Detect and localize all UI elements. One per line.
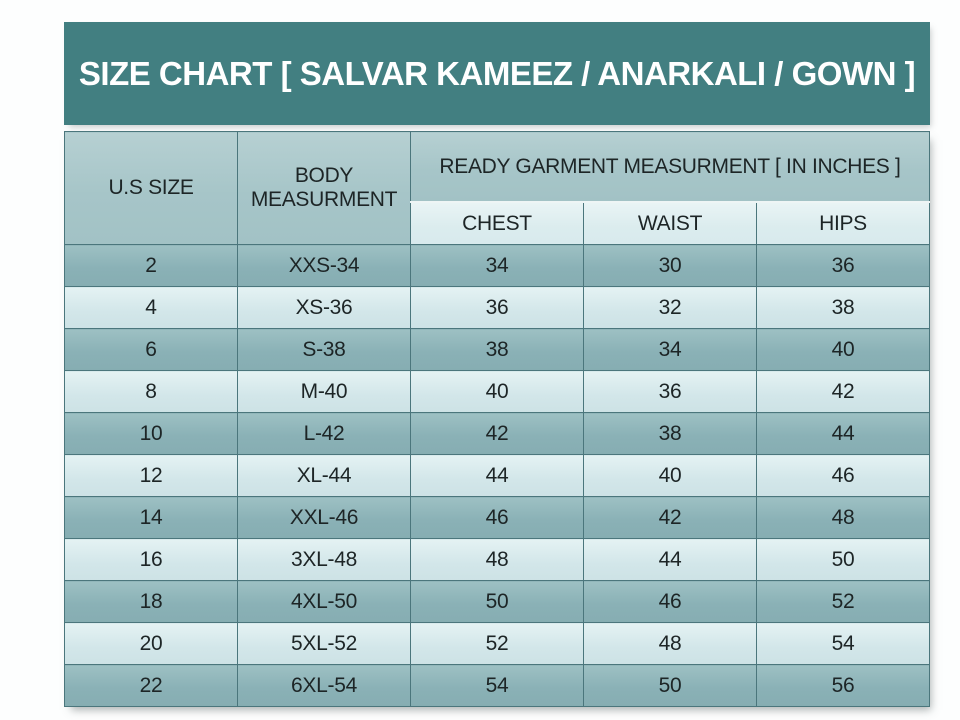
- page-title: SIZE CHART [ SALVAR KAMEEZ / ANARKALI / …: [78, 54, 916, 92]
- waist-cell: 36: [583, 370, 757, 413]
- table-row: 12 XL-44 44 40 46: [64, 454, 930, 497]
- body-size-cell: L-42: [237, 412, 411, 455]
- us-size-cell: 4: [64, 286, 238, 329]
- waist-cell: 48: [583, 622, 757, 665]
- waist-cell: 32: [583, 286, 757, 329]
- hips-cell: 40: [756, 328, 930, 371]
- header-body-measurment: BODY MEASURMENT: [237, 131, 411, 245]
- us-size-cell: 16: [64, 538, 238, 581]
- body-size-cell: 6XL-54: [237, 664, 411, 707]
- hips-cell: 52: [756, 580, 930, 623]
- chest-cell: 46: [410, 496, 584, 539]
- chest-cell: 40: [410, 370, 584, 413]
- waist-cell: 50: [583, 664, 757, 707]
- us-size-cell: 10: [64, 412, 238, 455]
- hips-cell: 48: [756, 496, 930, 539]
- header-row-sub: CHEST WAIST HIPS: [65, 201, 930, 245]
- hips-cell: 44: [756, 412, 930, 455]
- table-row: 16 3XL-48 48 44 50: [64, 538, 930, 581]
- body-size-cell: 4XL-50: [237, 580, 411, 623]
- chest-cell: 34: [410, 244, 584, 287]
- chest-cell: 54: [410, 664, 584, 707]
- header-ready-garment-group: READY GARMENT MEASURMENT [ IN INCHES ]: [410, 131, 930, 203]
- header-chest: CHEST: [410, 201, 584, 245]
- us-size-cell: 14: [64, 496, 238, 539]
- body-size-cell: S-38: [237, 328, 411, 371]
- waist-cell: 40: [583, 454, 757, 497]
- us-size-cell: 6: [64, 328, 238, 371]
- table-row: 20 5XL-52 52 48 54: [64, 622, 930, 665]
- table-body: 2 XXS-34 34 30 36 4 XS-36 36 32 38 6 S-3…: [64, 244, 930, 707]
- chest-cell: 42: [410, 412, 584, 455]
- body-size-cell: XS-36: [237, 286, 411, 329]
- hips-cell: 38: [756, 286, 930, 329]
- table-row: 14 XXL-46 46 42 48: [64, 496, 930, 539]
- us-size-cell: 20: [64, 622, 238, 665]
- header-row-group: U.S SIZE BODY MEASURMENT READY GARMENT M…: [64, 131, 930, 245]
- chest-cell: 48: [410, 538, 584, 581]
- table-row: 6 S-38 38 34 40: [64, 328, 930, 371]
- us-size-cell: 22: [64, 664, 238, 707]
- chest-cell: 36: [410, 286, 584, 329]
- us-size-cell: 18: [64, 580, 238, 623]
- body-size-cell: M-40: [237, 370, 411, 413]
- chest-cell: 50: [410, 580, 584, 623]
- hips-cell: 46: [756, 454, 930, 497]
- body-size-cell: 5XL-52: [237, 622, 411, 665]
- chest-cell: 38: [410, 328, 584, 371]
- body-size-cell: XXS-34: [237, 244, 411, 287]
- body-size-cell: 3XL-48: [237, 538, 411, 581]
- chest-cell: 52: [410, 622, 584, 665]
- header-hips: HIPS: [756, 201, 930, 245]
- waist-cell: 34: [583, 328, 757, 371]
- waist-cell: 42: [583, 496, 757, 539]
- table-row: 10 L-42 42 38 44: [64, 412, 930, 455]
- table-row: 22 6XL-54 54 50 56: [64, 664, 930, 707]
- hips-cell: 42: [756, 370, 930, 413]
- header-waist: WAIST: [583, 201, 757, 245]
- us-size-cell: 2: [64, 244, 238, 287]
- hips-cell: 36: [756, 244, 930, 287]
- size-chart-table: U.S SIZE BODY MEASURMENT READY GARMENT M…: [64, 131, 930, 707]
- waist-cell: 38: [583, 412, 757, 455]
- title-bar: SIZE CHART [ SALVAR KAMEEZ / ANARKALI / …: [64, 22, 930, 125]
- us-size-cell: 12: [64, 454, 238, 497]
- chest-cell: 44: [410, 454, 584, 497]
- table-row: 4 XS-36 36 32 38: [64, 286, 930, 329]
- header-us-size: U.S SIZE: [64, 131, 238, 245]
- waist-cell: 46: [583, 580, 757, 623]
- waist-cell: 30: [583, 244, 757, 287]
- hips-cell: 56: [756, 664, 930, 707]
- table-row: 18 4XL-50 50 46 52: [64, 580, 930, 623]
- waist-cell: 44: [583, 538, 757, 581]
- table-row: 2 XXS-34 34 30 36: [64, 244, 930, 287]
- body-size-cell: XXL-46: [237, 496, 411, 539]
- table-header: U.S SIZE BODY MEASURMENT READY GARMENT M…: [64, 131, 930, 245]
- us-size-cell: 8: [64, 370, 238, 413]
- hips-cell: 54: [756, 622, 930, 665]
- hips-cell: 50: [756, 538, 930, 581]
- table-row: 8 M-40 40 36 42: [64, 370, 930, 413]
- body-size-cell: XL-44: [237, 454, 411, 497]
